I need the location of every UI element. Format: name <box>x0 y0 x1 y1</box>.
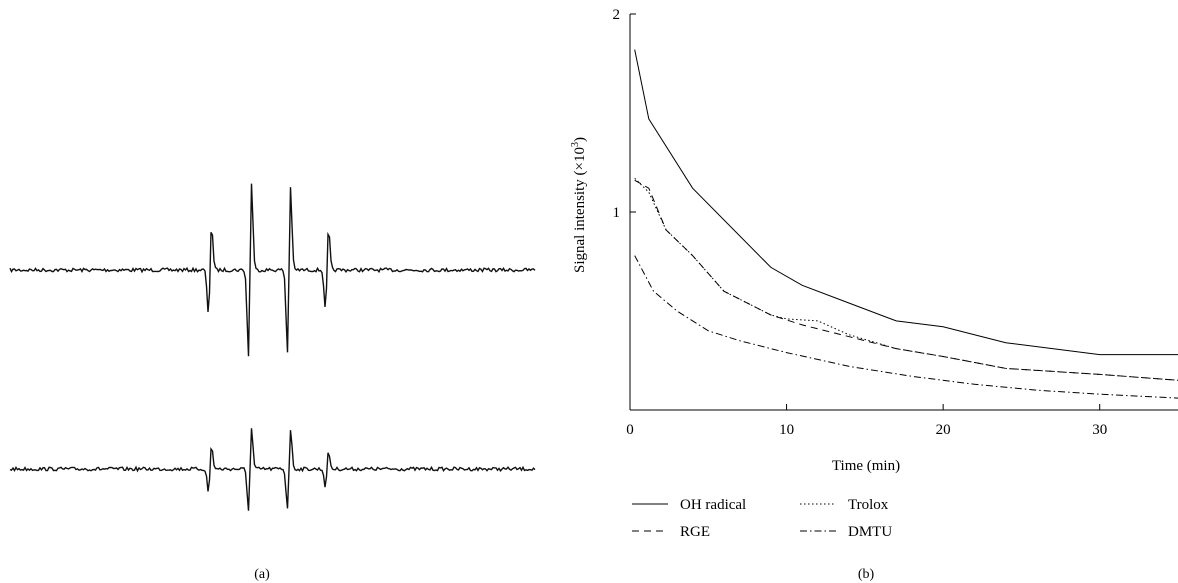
x-tick-label: 20 <box>936 422 951 438</box>
panel-b-chart: 0 10 20 30 12 Time (min) Signal intensity (… <box>570 7 1178 582</box>
legend-label-rge: RGE <box>680 524 710 540</box>
y-tick-label: 1 <box>613 205 621 221</box>
esr-spectrum-bottom <box>9 428 536 511</box>
y-ticks: 12 <box>613 7 636 221</box>
panel-b-label: (b) <box>858 567 875 582</box>
legend-item-rge: RGE <box>632 524 710 540</box>
panel-a-esr-spectra: (a) <box>9 183 536 582</box>
legend-label-oh-radical: OH radical <box>680 497 746 513</box>
legend: OH radical RGE Trolox DMTU <box>632 497 892 540</box>
x-ticks: 0 10 20 30 <box>626 404 1107 438</box>
x-tick-label: 0 <box>626 422 634 438</box>
legend-label-dmtu: DMTU <box>848 524 892 540</box>
panel-a-label: (a) <box>254 567 270 582</box>
legend-item-trolox: Trolox <box>800 497 889 513</box>
series-group <box>634 49 1178 399</box>
series-line-rge <box>634 179 1178 381</box>
y-axis-label: Signal intensity (×103) <box>570 137 588 273</box>
legend-item-dmtu: DMTU <box>800 524 892 540</box>
y-tick-label: 2 <box>613 7 621 23</box>
x-axis-label: Time (min) <box>832 458 900 474</box>
series-line-dmtu <box>634 255 1178 399</box>
esr-spectrum-top <box>9 183 536 357</box>
x-tick-label: 30 <box>1092 422 1107 438</box>
x-tick-label: 10 <box>779 422 794 438</box>
legend-item-oh-radical: OH radical <box>632 497 746 513</box>
series-line-oh-radical <box>634 49 1178 356</box>
legend-label-trolox: Trolox <box>848 497 889 513</box>
